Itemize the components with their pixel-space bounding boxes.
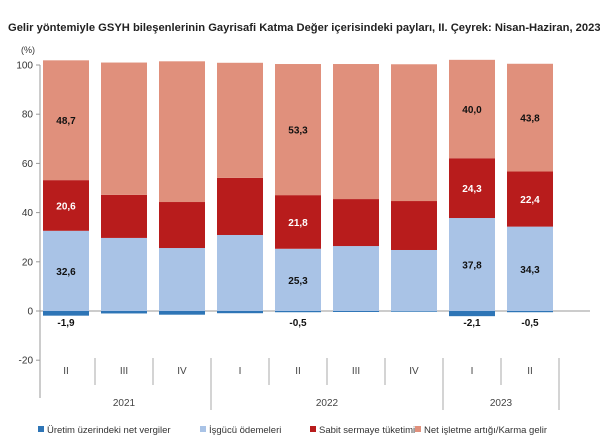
bar-segment-1 <box>43 230 89 311</box>
y-tick-label: 40 <box>22 208 34 219</box>
year-label: 2023 <box>490 398 513 409</box>
legend-swatch <box>200 426 206 432</box>
bar-segment-3 <box>507 63 553 172</box>
data-label: 40,0 <box>462 105 482 116</box>
bar-segment-0 <box>159 311 205 315</box>
bar-segment-3 <box>159 61 205 203</box>
data-label: 20,6 <box>56 201 76 212</box>
legend-swatch <box>310 426 316 432</box>
y-tick-label: 80 <box>22 110 34 121</box>
bar-segment-3 <box>391 64 437 202</box>
bar-segment-2 <box>159 202 205 249</box>
bar-segment-1 <box>333 246 379 311</box>
bar-segment-1 <box>275 248 321 311</box>
bar-segment-2 <box>217 177 263 235</box>
bar-segment-2 <box>507 171 553 227</box>
data-label: 21,8 <box>288 218 308 229</box>
bar-segment-1 <box>391 249 437 311</box>
category-label: IV <box>177 366 187 377</box>
data-label: 24,3 <box>462 184 482 195</box>
y-tick-label: 20 <box>22 257 34 268</box>
bar-segment-3 <box>217 62 263 178</box>
data-label: -0,5 <box>521 318 539 329</box>
legend-label: Sabit sermaye tüketimi <box>319 425 415 436</box>
year-label: 2022 <box>316 398 339 409</box>
data-label: -0,5 <box>289 318 307 329</box>
bar-segment-2 <box>275 195 321 249</box>
category-label: II <box>527 366 533 377</box>
y-tick-label: 100 <box>16 61 33 72</box>
bar-segment-1 <box>101 237 147 311</box>
bar-segment-3 <box>275 64 321 196</box>
bar-segment-2 <box>391 201 437 250</box>
bar-segment-1 <box>507 226 553 311</box>
category-label: IV <box>409 366 419 377</box>
data-label: 43,8 <box>520 114 540 125</box>
bar-segment-3 <box>101 62 147 195</box>
category-label: I <box>471 366 474 377</box>
y-axis-unit: (%) <box>21 45 35 55</box>
chart-title: Gelir yöntemiyle GSYH bileşenlerinin Gay… <box>8 22 600 34</box>
data-label: 32,6 <box>56 267 76 278</box>
bar-segment-0 <box>391 311 437 312</box>
bar-segment-0 <box>43 311 89 316</box>
year-label: 2021 <box>113 398 136 409</box>
bar-segment-1 <box>217 234 263 311</box>
bar-segment-0 <box>449 311 495 317</box>
bar-segment-0 <box>275 311 321 313</box>
bar-segment-0 <box>101 311 147 314</box>
y-tick-label: 0 <box>27 307 33 318</box>
bar-segment-1 <box>159 248 205 311</box>
bar-segment-0 <box>217 311 263 314</box>
bar-segment-3 <box>333 64 379 200</box>
data-label: 53,3 <box>288 126 308 137</box>
y-tick-label: 60 <box>22 159 34 170</box>
data-label: 22,4 <box>520 195 540 206</box>
legend-label: Net işletme artığı/Karma gelir <box>424 425 547 436</box>
data-label: 48,7 <box>56 116 76 127</box>
bar-segment-2 <box>43 180 89 231</box>
data-label: 25,3 <box>288 276 308 287</box>
legend-swatch <box>38 426 44 432</box>
category-label: III <box>120 366 128 377</box>
legend-label: Üretim üzerindeki net vergiler <box>47 425 171 436</box>
data-label: -1,9 <box>57 318 75 329</box>
data-label: -2,1 <box>463 318 481 329</box>
bar-segment-0 <box>333 311 379 312</box>
data-label: 34,3 <box>520 265 540 276</box>
bar-segment-1 <box>449 218 495 311</box>
legend-swatch <box>415 426 421 432</box>
category-label: II <box>295 366 301 377</box>
bar-segment-0 <box>507 311 553 313</box>
bar-segment-2 <box>101 194 147 238</box>
bar-segment-3 <box>43 60 89 181</box>
bar-segment-3 <box>449 59 495 159</box>
y-tick-label: -20 <box>19 356 34 367</box>
category-label: II <box>63 366 69 377</box>
category-label: I <box>239 366 242 377</box>
legend-label: İşgücü ödemeleri <box>209 425 281 436</box>
bar-segment-2 <box>449 158 495 219</box>
category-label: III <box>352 366 360 377</box>
data-label: 37,8 <box>462 261 482 272</box>
bar-segment-2 <box>333 199 379 247</box>
